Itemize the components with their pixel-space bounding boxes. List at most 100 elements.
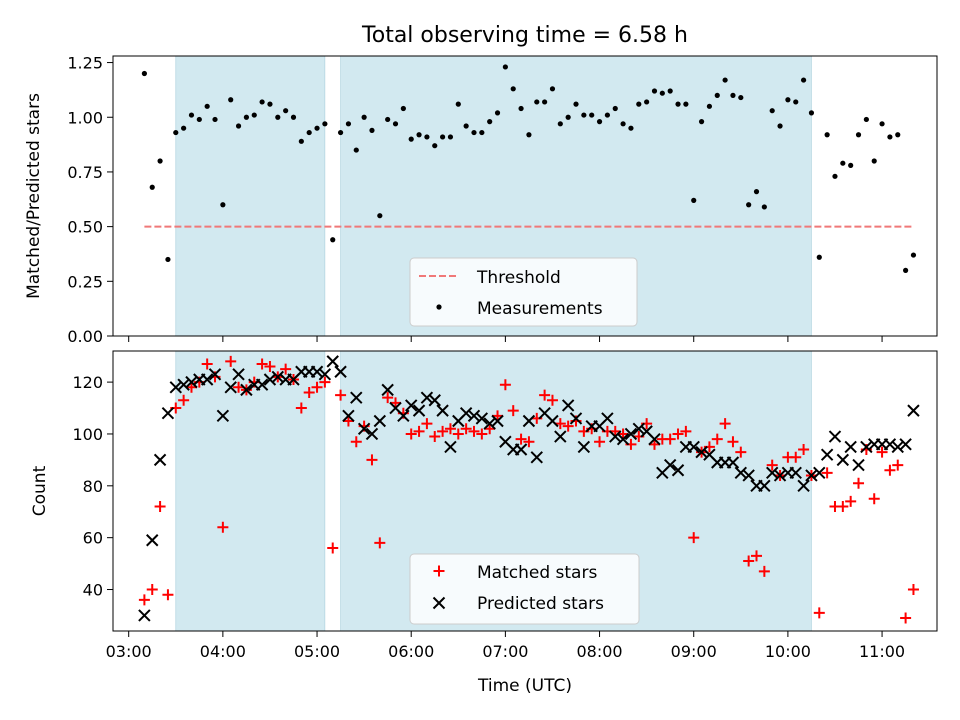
measurement-point-43: [479, 129, 485, 136]
predicted-star-point-49: [522, 414, 536, 428]
measurement-point-80: [769, 108, 775, 114]
count-legend-box: [409, 553, 640, 625]
matched-star-point-74: [719, 418, 731, 430]
predicted-star-point-89: [836, 453, 850, 467]
predicted-star-point-29: [365, 427, 379, 441]
predicted-star-point-39: [444, 440, 457, 454]
ratio-plot-frame: [112, 55, 938, 337]
ratio-ytick-label-1.25: 1.25: [67, 54, 103, 73]
measurement-point-16: [267, 101, 273, 107]
ratio-ytick-label-0.25: 0.25: [67, 272, 103, 291]
measurement-point-35: [416, 132, 422, 138]
measurement-point-31: [385, 116, 391, 123]
predicted-star-point-25: [334, 365, 347, 378]
predicted-star-point-60: [609, 430, 622, 443]
measurement-point-32: [392, 121, 399, 127]
matched-star-point-95: [884, 464, 896, 476]
measurement-point-28: [361, 114, 367, 120]
predicted-star-point-50: [530, 451, 543, 464]
matched-star-point-52: [546, 394, 558, 406]
predicted-star-point-98: [907, 404, 920, 417]
predicted-star-point-31: [381, 383, 394, 397]
matched-star-point-70: [688, 532, 700, 544]
predicted-star-point-4: [169, 381, 182, 394]
measurement-point-59: [604, 112, 611, 118]
matched-star-point-3: [162, 589, 174, 601]
matched-star-point-87: [821, 467, 833, 479]
predicted-star-point-10: [216, 409, 230, 423]
predicted-star-point-63: [632, 422, 645, 435]
matched-star-point-37: [429, 431, 441, 443]
count-xtick-label-09:00: 09:00: [671, 642, 717, 661]
matched-star-point-34: [405, 428, 417, 440]
predicted-star-point-91: [852, 458, 865, 472]
matched-star-point-67: [664, 433, 676, 445]
measurement-point-50: [534, 99, 540, 105]
count-ytick-label-120: 120: [72, 373, 103, 392]
measurement-point-76: [738, 94, 744, 101]
predicted-star-point-28: [357, 422, 371, 435]
predicted-star-point-61: [616, 432, 630, 446]
ratio-legend-box: [409, 257, 638, 327]
measurement-point-56: [581, 112, 587, 118]
count-ytick-label-60: 60: [83, 529, 103, 548]
measurement-point-96: [895, 132, 901, 138]
predicted-star-point-3: [161, 407, 175, 420]
matched-star-point-60: [609, 425, 621, 437]
measurement-point-88: [832, 173, 838, 179]
measurement-point-75: [730, 92, 736, 98]
matched-star-point-90: [845, 495, 857, 507]
matched-star-point-97: [900, 612, 912, 624]
measurement-point-2: [157, 158, 163, 164]
measurement-point-97: [903, 267, 909, 273]
predicted-star-point-77: [742, 469, 755, 482]
measurement-point-57: [589, 112, 595, 118]
matched-star-point-47: [507, 405, 519, 417]
measurement-point-92: [863, 116, 869, 123]
predicted-star-point-52: [546, 414, 559, 428]
measurement-point-27: [353, 147, 359, 153]
predicted-star-point-53: [554, 430, 567, 443]
matched-star-point-36: [421, 418, 433, 430]
matched-star-point-84: [798, 444, 810, 456]
predicted-star-point-30: [373, 414, 387, 428]
measurement-point-19: [290, 114, 297, 120]
measurement-point-8: [204, 103, 210, 109]
matched-star-point-27: [350, 436, 362, 448]
matched-star-point-86: [813, 607, 825, 619]
predicted-star-point-17: [271, 370, 285, 384]
measurement-point-48: [518, 105, 524, 112]
matched-star-point-43: [476, 428, 488, 440]
predicted-star-point-97: [899, 438, 912, 451]
predicted-star-point-11: [224, 381, 237, 394]
measurement-point-78: [753, 189, 760, 195]
measurement-point-36: [424, 134, 430, 140]
measurement-point-42: [471, 129, 477, 136]
measurement-point-74: [722, 77, 728, 83]
measurement-point-68: [675, 101, 681, 107]
predicted-star-point-43: [475, 412, 489, 425]
predicted-star-point-1: [146, 534, 159, 547]
predicted-star-point-71: [695, 445, 708, 459]
predicted-star-point-62: [624, 427, 638, 441]
matched-star-point-54: [562, 420, 574, 432]
measurement-point-12: [235, 123, 242, 129]
measurement-point-51: [542, 99, 548, 105]
measurement-point-62: [628, 125, 634, 131]
measurement-point-23: [322, 121, 328, 127]
measurement-point-38: [440, 134, 446, 140]
measurement-point-49: [526, 132, 532, 138]
predicted-star-point-65: [648, 432, 661, 446]
matched-star-point-24: [327, 542, 339, 554]
measurement-point-69: [683, 101, 689, 107]
predicted-star-point-75: [726, 456, 740, 469]
predicted-star-point-22: [310, 365, 324, 378]
measurement-point-3: [165, 256, 171, 263]
count-xtick-label-04:00: 04:00: [200, 642, 246, 661]
matched-star-point-45: [492, 410, 504, 422]
predicted-star-point-80: [765, 466, 779, 480]
matched-star-point-11: [225, 355, 237, 367]
count-xtick-label-03:00: 03:00: [106, 642, 152, 661]
matched-star-point-94: [876, 446, 888, 458]
measurement-point-94: [879, 121, 885, 127]
